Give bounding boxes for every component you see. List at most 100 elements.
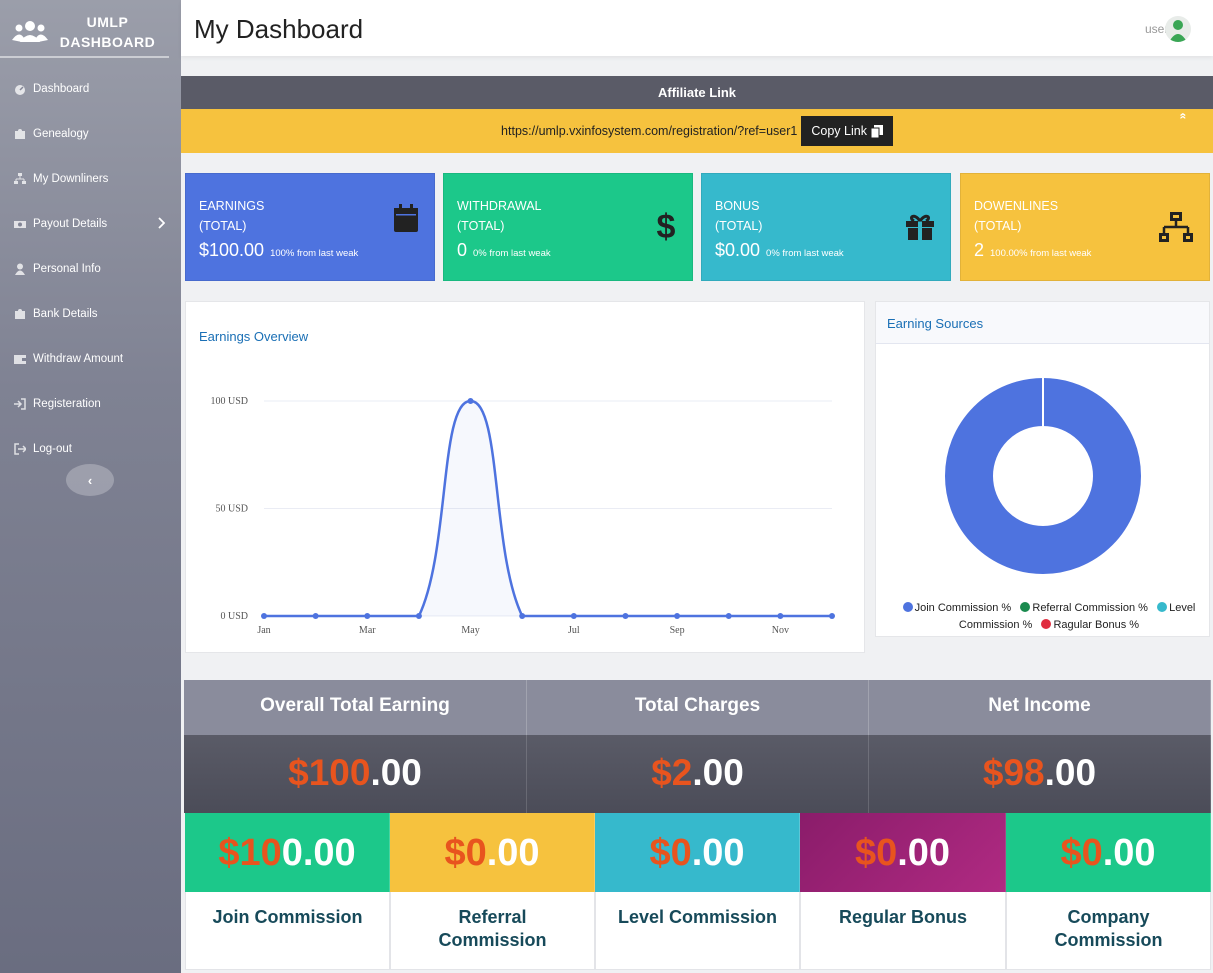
- commission-label-referral: Referral Commission: [390, 892, 595, 970]
- sidebar-item-bank-details[interactable]: Bank Details: [0, 291, 181, 336]
- card-value: 0 0% from last weak: [457, 240, 551, 261]
- card-value: 2 100.00% from last weak: [974, 240, 1091, 261]
- sidebar-item-registeration[interactable]: Registeration: [0, 381, 181, 426]
- card-label-line1: EARNINGS: [199, 199, 265, 213]
- x-tick-label: Sep: [670, 625, 685, 636]
- affiliate-body: https://umlp.vxinfosystem.com/registrati…: [181, 109, 1213, 153]
- bonus-card: BONUS (TOTAL) $0.00 0% from last weak: [701, 173, 951, 281]
- earnings-overview-title: Earnings Overview: [199, 329, 309, 344]
- sidebar-item-log-out[interactable]: Log-out: [0, 426, 181, 471]
- commission-label-text: Referral Commission: [438, 907, 547, 950]
- card-sub: 100.00% from last weak: [990, 248, 1092, 259]
- sidebar: UMLP DASHBOARD Dashboard Genealogy My Do…: [0, 0, 181, 973]
- wallet-icon: [14, 354, 26, 364]
- collapse-up-icon[interactable]: «: [1176, 112, 1191, 120]
- legend-dot-level: [1157, 602, 1168, 612]
- card-label: EARNINGS (TOTAL): [199, 196, 264, 236]
- summary-value-b: .00: [370, 752, 422, 793]
- y-tick-label: 50 USD: [215, 504, 248, 515]
- earnings-card: EARNINGS (TOTAL) $100.00 100% from last we…: [185, 173, 435, 281]
- users-icon: [12, 21, 48, 42]
- user-avatar-icon: [1169, 20, 1187, 42]
- affiliate-url[interactable]: https://umlp.vxinfosystem.com/registrati…: [501, 124, 798, 138]
- topbar: My Dashboard user1: [181, 0, 1213, 56]
- summary-value-b: .00: [1044, 752, 1097, 793]
- copy-link-button[interactable]: Copy Link: [801, 116, 893, 146]
- x-tick-label: Nov: [772, 625, 789, 636]
- commission-value-join: $100.00: [185, 813, 390, 892]
- commission-label-level: Level Commission: [595, 892, 800, 970]
- sidebar-item-payout-details[interactable]: Payout Details: [0, 201, 181, 246]
- sidebar-item-label: Genealogy: [33, 127, 89, 140]
- copy-link-label: Copy Link: [811, 124, 867, 138]
- summary-heading-overall: Overall Total Earning: [184, 680, 527, 735]
- summary-heading-charges: Total Charges: [527, 680, 869, 735]
- sidebar-item-dashboard[interactable]: Dashboard: [0, 66, 181, 111]
- brand-line-2: DASHBOARD: [59, 34, 156, 50]
- summary-value-a: $2: [651, 752, 693, 793]
- commission-value-a: $10: [218, 832, 282, 874]
- card-value-text: 0: [457, 240, 468, 260]
- commission-value-company: $0.00: [1006, 813, 1211, 892]
- user-icon: [15, 263, 25, 275]
- legend-item: Ragular Bonus %: [1041, 619, 1139, 631]
- commission-value-bonus: $0.00: [800, 813, 1006, 892]
- commission-value-referral: $0.00: [390, 813, 595, 892]
- commission-label-bonus: Regular Bonus: [800, 892, 1006, 970]
- earning-sources-header: Earning Sources: [876, 302, 1209, 344]
- chevron-right-icon: [158, 217, 165, 229]
- data-point: [725, 613, 732, 619]
- earning-sources-donut: [945, 378, 1141, 574]
- legend-label: Referral Commission %: [1032, 602, 1148, 614]
- sidebar-toggle-button[interactable]: ‹: [66, 464, 114, 496]
- puzzle-icon: [15, 308, 25, 319]
- sidebar-item-label: Withdraw Amount: [33, 352, 124, 365]
- sidebar-item-personal-info[interactable]: Personal Info: [0, 246, 181, 291]
- commission-value-a: $0: [444, 832, 487, 874]
- legend-label: Join Commission %: [914, 602, 1012, 614]
- puzzle-icon: [15, 128, 25, 139]
- data-point: [777, 613, 784, 619]
- card-label: DOWENLINES (TOTAL): [974, 196, 1058, 236]
- sidebar-item-genealogy[interactable]: Genealogy: [0, 111, 181, 156]
- gift-icon: [906, 214, 934, 240]
- legend-item: Level Commission %: [959, 602, 1195, 631]
- earnings-line-chart: 0 USD 50 USD 100 USD Jan Mar May Jul Sep Nov: [210, 396, 835, 636]
- data-point: [829, 613, 835, 619]
- affiliate-header: Affiliate Link: [181, 76, 1213, 109]
- card-value-text: 2: [974, 240, 985, 260]
- sidebar-item-my-downliners[interactable]: My Downliners: [0, 156, 181, 201]
- brand-title: UMLP DASHBOARD: [58, 12, 157, 52]
- calendar-icon: [394, 204, 418, 232]
- data-point: [312, 613, 319, 619]
- commission-value-b: .00: [897, 832, 951, 874]
- card-label-line1: WITHDRAWAL: [457, 199, 542, 213]
- data-point: [415, 613, 422, 619]
- downlines-card: DOWENLINES (TOTAL) 2 100.00% from last wea…: [960, 173, 1210, 281]
- card-value-text: $0.00: [715, 240, 761, 260]
- data-point: [622, 613, 629, 619]
- commission-value-b: .00: [691, 832, 745, 874]
- data-point: [674, 613, 681, 619]
- withdrawal-card: WITHDRAWAL (TOTAL) 0 0% from last weak $: [443, 173, 693, 281]
- sidebar-item-label: Bank Details: [33, 307, 98, 320]
- sidebar-item-withdraw-amount[interactable]: Withdraw Amount: [0, 336, 181, 381]
- summary-value-a: $100: [288, 752, 371, 793]
- chevron-left-icon: ‹: [87, 472, 93, 488]
- legend-dot-join: [902, 602, 913, 612]
- card-value-text: $100.00: [199, 240, 265, 260]
- legend-item: Referral Commission %: [1020, 602, 1148, 614]
- card-sub: 0% from last weak: [766, 248, 844, 259]
- summary-value-a: $98: [982, 752, 1045, 793]
- sitemap-icon: [1159, 212, 1193, 242]
- legend-label: Level Commission %: [958, 602, 1196, 631]
- avatar[interactable]: [1165, 16, 1191, 42]
- brand[interactable]: UMLP DASHBOARD: [0, 0, 169, 58]
- data-point: [364, 613, 371, 619]
- x-tick-label: Mar: [359, 625, 376, 636]
- sidebar-item-label: Personal Info: [33, 262, 101, 275]
- legend-dot-referral: [1020, 602, 1031, 612]
- summary-value-overall: $100.00: [184, 735, 527, 813]
- donut-legend: Join Commission % Referral Commission % …: [886, 600, 1212, 634]
- card-value: $0.00 0% from last weak: [715, 240, 844, 261]
